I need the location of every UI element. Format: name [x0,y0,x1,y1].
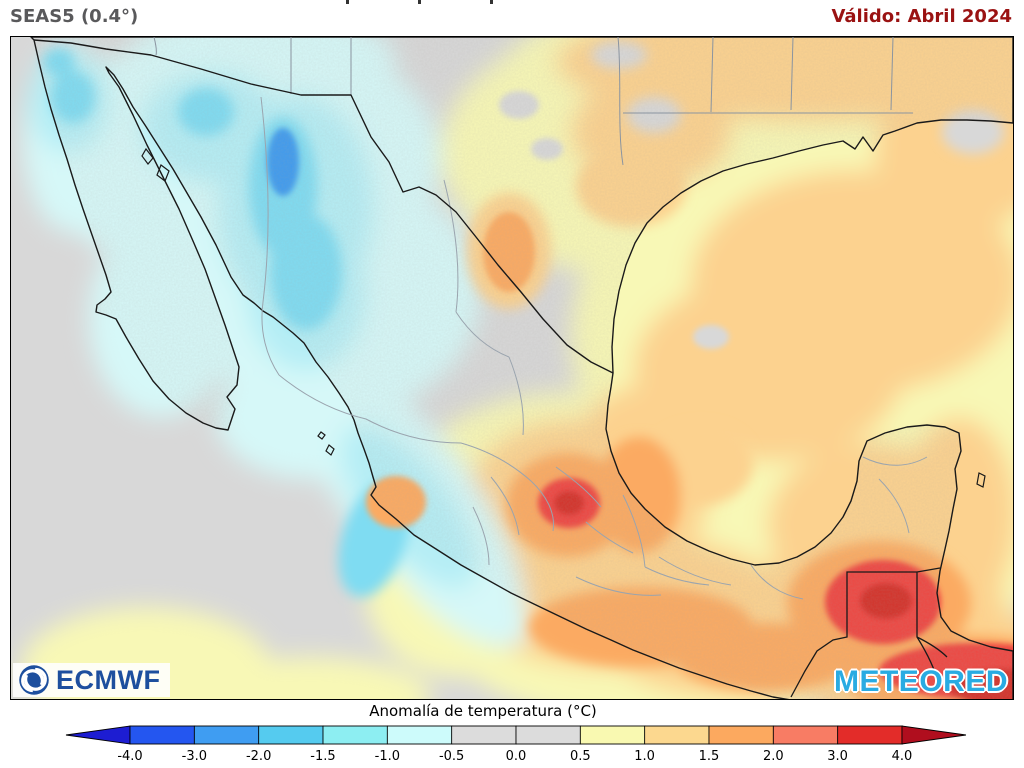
colorbar-segment [708,725,775,745]
colorbar-tick-label: 1.0 [634,749,655,764]
anomaly-blob-tan [634,277,904,461]
colorbar-tick-label: 0.5 [570,749,591,764]
colorbar-tick-label: 4.0 [892,749,913,764]
anomaly-blob-gray [693,325,729,349]
colorbar-arrow-left [65,725,131,745]
colorbar-tick-label: -3.0 [182,749,207,764]
colorbar-tick-label: -1.5 [310,749,335,764]
us-state-borders [153,37,913,166]
mexico-state-borders [260,96,928,600]
anomaly-map-canvas [11,37,1013,699]
colorbar-segment [644,725,710,745]
cropped-text-artifact [346,0,349,4]
colorbar-arrow-right [901,725,967,745]
colorbar-tick-label: 1.5 [699,749,720,764]
land-hillshade-texture [31,37,1013,699]
colorbar-segment [129,725,196,745]
ecmwf-logo-text: ECMWF [56,664,161,695]
anomaly-map: ECMWF METEORED [10,36,1014,700]
colorbar-tick-label: 0.0 [506,749,527,764]
colorbar-segment [451,725,517,745]
colorbar-tick-label: -2.0 [246,749,271,764]
colorbar-tick-label: 3.0 [827,749,848,764]
colorbar-segment [193,725,260,745]
colorbar-tick-label: 2.0 [763,749,784,764]
anomaly-blob-yellow [191,657,431,699]
colorbar: -4.0 -3.0 -2.0 -1.5 -1.0 -0.5 0.0 0.5 1.0 1.5 2.0 3… [65,725,967,764]
colorbar-segment [515,725,582,745]
us-mexico-border [33,39,614,374]
ecmwf-logo: ECMWF [13,663,171,697]
colorbar-segment [837,725,903,745]
cropped-text-artifact [490,0,493,4]
colorbar-segment [772,725,839,745]
colorbar-segment [258,725,324,745]
meteored-logo: METEORED [833,665,1008,698]
cropped-text-artifact [418,0,421,4]
colorbar-segment [386,725,453,745]
valid-date-label: Válido: Abril 2024 [831,6,1012,27]
colorbar-segment [579,725,646,745]
colorbar-tick-label: -0.5 [439,749,464,764]
ecmwf-globe-icon [19,665,49,695]
colorbar-tick-label: -1.0 [375,749,400,764]
colorbar-title: Anomalía de temperatura (°C) [369,702,597,720]
colorbar-tick-label: -4.0 [117,749,142,764]
island-outlines [141,147,986,488]
model-label: SEAS5 (0.4°) [10,6,139,27]
guatemala-belize-borders [790,567,948,698]
coastline-path [30,37,1013,699]
colorbar-segment [322,725,389,745]
